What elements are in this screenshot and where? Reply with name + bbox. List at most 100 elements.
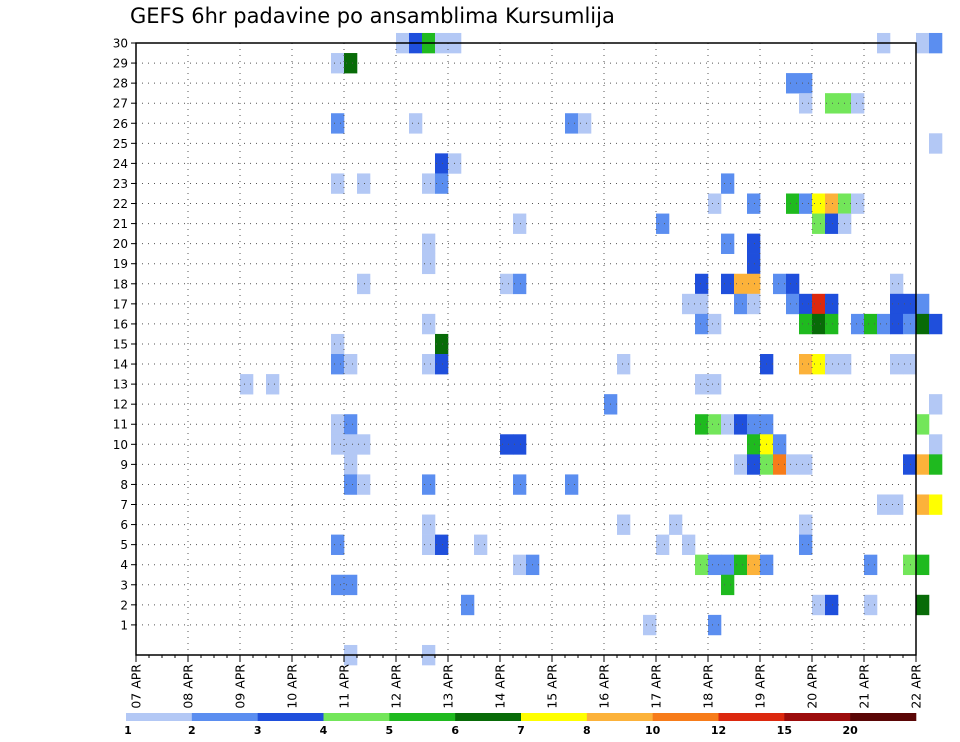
- heatmap-cell: [422, 474, 436, 495]
- heatmap-cell: [617, 354, 631, 375]
- heatmap-cell: [409, 113, 423, 134]
- heatmap-cell: [461, 594, 475, 616]
- x-tick-label: 10 APR: [285, 664, 300, 709]
- x-tick-label: 20 APR: [805, 664, 820, 709]
- x-tick-label: 21 APR: [857, 664, 872, 709]
- heatmap-cell: [331, 354, 345, 375]
- y-tick-label: 17: [113, 297, 128, 311]
- x-tick-label: 19 APR: [753, 664, 768, 709]
- y-tick-label: 13: [113, 378, 128, 392]
- y-tick-label: 18: [113, 277, 128, 291]
- heatmap-cell: [708, 193, 722, 214]
- heatmap-cell: [890, 313, 904, 335]
- y-tick-label: 2: [120, 598, 128, 612]
- chart-title: GEFS 6hr padavine po ansamblima Kursumli…: [130, 4, 615, 28]
- heatmap-cell: [916, 414, 930, 435]
- heatmap-cell: [773, 434, 787, 455]
- heatmap-cell: [916, 32, 930, 54]
- heatmap-cell: [435, 534, 449, 555]
- heatmap-cell: [903, 293, 917, 315]
- heatmap-cell: [851, 93, 865, 114]
- heatmap-cell: [747, 273, 761, 295]
- heatmap-cell: [903, 313, 917, 335]
- heatmap-cell: [708, 374, 722, 395]
- y-tick-label: 27: [113, 97, 128, 111]
- heatmap-cell: [799, 514, 813, 535]
- heatmap-cell: [786, 273, 800, 295]
- heatmap-cell: [799, 313, 813, 335]
- heatmap-cell: [890, 494, 904, 515]
- y-tick-label: 6: [120, 518, 128, 532]
- heatmap-cell: [500, 273, 514, 295]
- heatmap-cell: [435, 333, 449, 355]
- y-axis: 1234567891011121314151617181920212223242…: [113, 37, 136, 632]
- colorbar-segment: [191, 713, 258, 721]
- heatmap-cell: [903, 454, 917, 475]
- heatmap-cell: [916, 554, 930, 576]
- heatmap-cell: [513, 554, 527, 576]
- heatmap-cell: [721, 574, 735, 596]
- heatmap-cell: [695, 554, 709, 576]
- colorbar-segment: [718, 713, 785, 721]
- heatmap-cell: [331, 173, 345, 194]
- heatmap-cell: [435, 354, 449, 375]
- heatmap-cell: [929, 32, 943, 54]
- heatmap-cell: [864, 313, 878, 335]
- heatmap-cell: [747, 233, 761, 254]
- colorbar-segment: [521, 713, 588, 721]
- y-tick-label: 4: [120, 558, 128, 572]
- heatmap-cell: [786, 73, 800, 94]
- heatmap-cell: [500, 434, 514, 455]
- y-tick-label: 7: [120, 498, 128, 512]
- colorbar-segment: [850, 713, 917, 721]
- heatmap-cell: [565, 113, 579, 134]
- heatmap-cell: [916, 293, 930, 315]
- y-tick-label: 25: [113, 137, 128, 151]
- heatmap-cell: [916, 594, 930, 616]
- y-tick-label: 10: [113, 438, 128, 452]
- heatmap-cell: [578, 113, 592, 134]
- heatmap-cell: [929, 494, 943, 515]
- colorbar-label: 4: [320, 724, 328, 737]
- heatmap-cell: [721, 414, 735, 435]
- y-tick-label: 1: [120, 618, 128, 632]
- y-tick-label: 26: [113, 117, 128, 131]
- colorbar-label: 7: [517, 724, 525, 737]
- heatmap-cell: [344, 414, 358, 435]
- y-tick-label: 28: [113, 77, 128, 91]
- heatmap-cell: [916, 454, 930, 475]
- y-tick-label: 11: [113, 418, 128, 432]
- heatmap-cell: [357, 474, 371, 495]
- x-tick-label: 22 APR: [909, 664, 924, 709]
- colorbar: 1 2 3 4 5 6 7 8 10 12 15 20: [124, 713, 917, 737]
- heatmap-cell: [344, 474, 358, 495]
- x-tick-label: 13 APR: [441, 664, 456, 709]
- y-tick-label: 14: [113, 358, 128, 372]
- heatmap-cell: [799, 534, 813, 555]
- heatmap-cell: [240, 374, 254, 395]
- heatmap-cell: [929, 133, 943, 154]
- x-tick-label: 12 APR: [389, 664, 404, 709]
- colorbar-segment: [652, 713, 719, 721]
- heatmap-cell: [513, 213, 527, 234]
- heatmap-cell: [903, 354, 917, 375]
- heatmap-cell: [344, 454, 358, 475]
- heatmap-cell: [357, 273, 371, 295]
- heatmap-cell: [864, 594, 878, 616]
- heatmap-cell: [344, 434, 358, 455]
- heatmap-cell: [747, 454, 761, 475]
- heatmap-cell: [825, 354, 839, 375]
- heatmap-cell: [773, 273, 787, 295]
- heatmap-cell: [877, 313, 891, 335]
- heatmap-cell: [331, 113, 345, 134]
- colorbar-label: 1: [124, 724, 132, 737]
- heatmap-cell: [656, 213, 670, 234]
- heatmap-cell: [851, 193, 865, 214]
- y-tick-label: 3: [120, 578, 128, 592]
- y-tick-label: 12: [113, 398, 128, 412]
- heatmap-cell: [708, 313, 722, 335]
- heatmap-cell: [929, 454, 943, 475]
- heatmap-cell: [916, 494, 930, 515]
- heatmap-cell: [331, 574, 345, 596]
- heatmap-cell: [799, 193, 813, 214]
